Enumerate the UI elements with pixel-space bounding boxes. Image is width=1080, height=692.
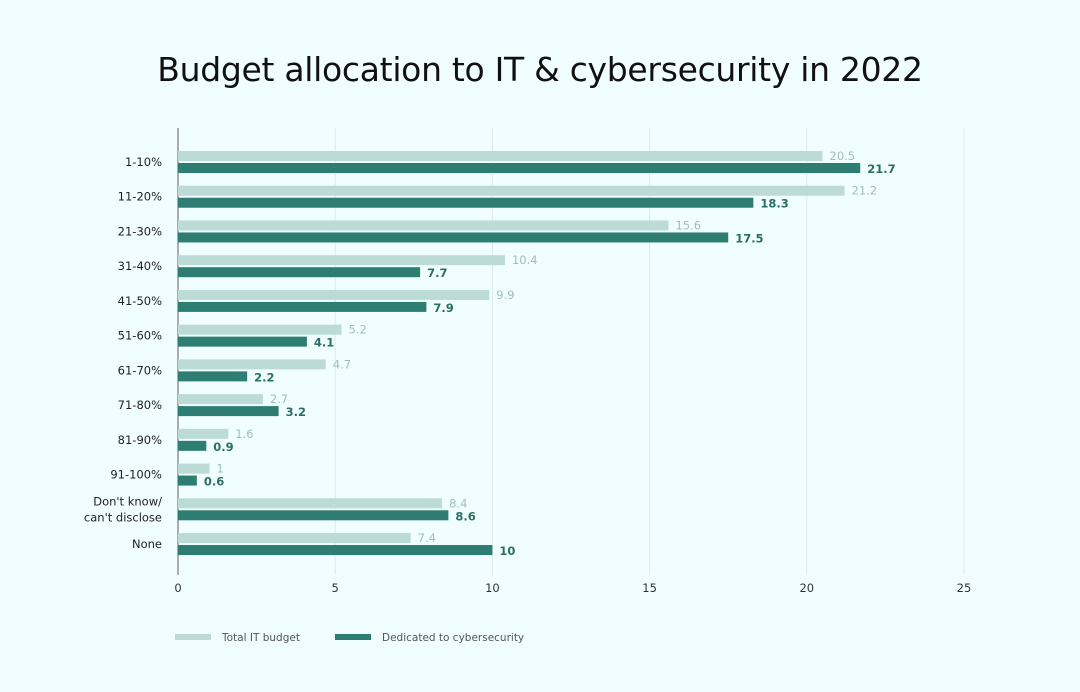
bar-cybersecurity [178, 336, 307, 347]
x-tick-label: 5 [332, 581, 339, 595]
data-label-total-it: 20.5 [830, 149, 856, 163]
bar-total-it [178, 359, 326, 370]
bar-cybersecurity [178, 475, 197, 486]
bar-cybersecurity [178, 510, 449, 521]
bar-cybersecurity [178, 545, 493, 556]
category-label: 21-30% [118, 224, 162, 238]
bar-total-it [178, 428, 229, 439]
data-label-cybersecurity: 2.2 [254, 370, 274, 384]
data-label-total-it: 8.4 [449, 496, 467, 510]
bar-cybersecurity [178, 371, 248, 382]
bar-cybersecurity [178, 197, 754, 208]
data-label-cybersecurity: 18.3 [760, 197, 788, 211]
category-label: 11-20% [118, 190, 162, 204]
category-label: 31-40% [118, 259, 162, 273]
x-tick-label: 25 [957, 581, 972, 595]
bar-total-it [178, 151, 823, 161]
legend-swatch [175, 634, 211, 640]
data-label-total-it: 15.6 [675, 218, 701, 232]
data-label-total-it: 7.4 [418, 531, 436, 545]
data-label-cybersecurity: 7.7 [427, 266, 447, 280]
bar-cybersecurity [178, 301, 427, 312]
category-label: 51-60% [118, 329, 162, 343]
data-label-total-it: 2.7 [270, 392, 288, 406]
category-label: 71-80% [118, 398, 162, 412]
category-label: 61-70% [118, 363, 162, 377]
x-tick-label: 10 [485, 581, 500, 595]
bar-cybersecurity [178, 232, 729, 243]
bar-cybersecurity [178, 163, 861, 173]
x-tick-label: 20 [799, 581, 814, 595]
chart-title: Budget allocation to IT & cybersecurity … [157, 50, 923, 89]
legend-swatch [335, 634, 371, 640]
bar-cybersecurity [178, 406, 279, 417]
data-label-cybersecurity: 4.1 [314, 336, 334, 350]
data-label-total-it: 9.9 [496, 288, 514, 302]
data-label-cybersecurity: 8.6 [455, 509, 475, 523]
data-label-total-it: 1 [216, 462, 223, 476]
bar-cybersecurity [178, 440, 207, 451]
bar-total-it [178, 463, 210, 474]
data-label-total-it: 21.2 [852, 184, 878, 198]
data-label-total-it: 10.4 [512, 253, 538, 267]
data-label-cybersecurity: 3.2 [286, 405, 306, 419]
data-label-total-it: 4.7 [333, 357, 351, 371]
x-tick-label: 0 [174, 581, 181, 595]
bar-total-it [178, 533, 411, 544]
category-label: 91-100% [110, 468, 162, 482]
category-label: 81-90% [118, 433, 162, 447]
category-label: 1-10% [125, 155, 162, 169]
bar-total-it [178, 394, 263, 405]
bar-total-it [178, 220, 669, 231]
data-label-total-it: 1.6 [235, 427, 253, 441]
data-label-total-it: 5.2 [348, 323, 366, 337]
data-label-cybersecurity: 10 [499, 544, 515, 558]
category-label: Don't know/can't disclose [84, 494, 162, 524]
legend-label: Dedicated to cybersecurity [382, 632, 524, 644]
data-label-cybersecurity: 17.5 [735, 231, 763, 245]
bar-cybersecurity [178, 267, 421, 278]
bar-total-it [178, 289, 490, 300]
data-label-cybersecurity: 7.9 [433, 301, 453, 315]
data-label-cybersecurity: 0.9 [213, 440, 233, 454]
bar-total-it [178, 185, 845, 196]
legend-label: Total IT budget [221, 632, 300, 644]
category-label: 41-50% [118, 294, 162, 308]
category-label: None [132, 537, 162, 551]
bar-total-it [178, 255, 505, 266]
data-label-cybersecurity: 21.7 [867, 162, 895, 176]
data-label-cybersecurity: 0.6 [204, 475, 224, 489]
bar-total-it [178, 498, 443, 509]
x-tick-label: 15 [642, 581, 657, 595]
bar-total-it [178, 324, 342, 335]
